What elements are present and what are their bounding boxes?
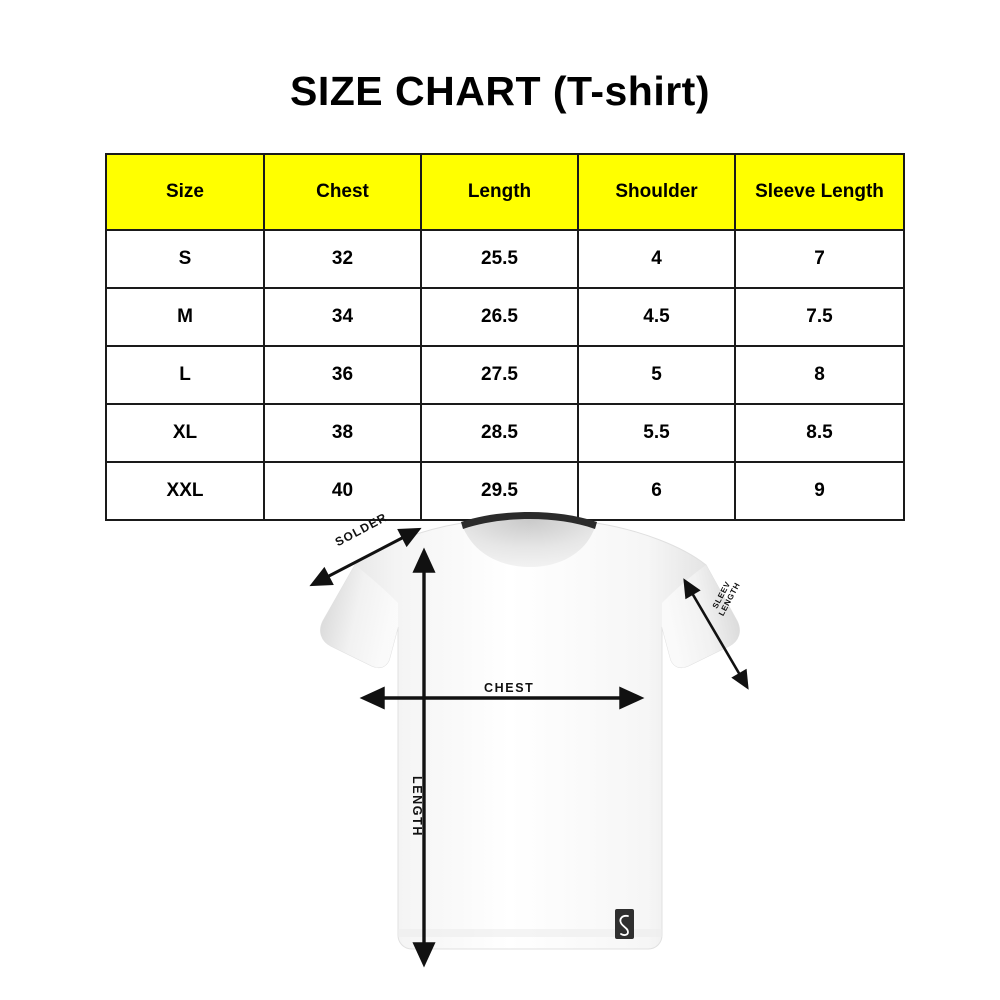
size-chart-table: Size Chest Length Shoulder Sleeve Length… — [105, 153, 905, 521]
cell-sleeve-length: 7.5 — [734, 287, 905, 347]
cell-sleeve-length: 8.5 — [734, 403, 905, 463]
table-row: S 32 25.5 4 7 — [105, 229, 905, 289]
column-header-sleeve: Sleeve Length — [734, 153, 905, 231]
cell-chest: 32 — [263, 229, 422, 289]
column-header-shoulder: Shoulder — [577, 153, 736, 231]
table-row: XXL 40 29.5 6 9 — [105, 461, 905, 521]
cell-shoulder: 5 — [577, 345, 736, 405]
cell-chest: 40 — [263, 461, 422, 521]
column-header-size: Size — [105, 153, 265, 231]
tshirt-shape — [320, 512, 740, 950]
table-header-row: Size Chest Length Shoulder Sleeve Length — [105, 153, 905, 231]
chest-measure-label: CHEST — [484, 681, 535, 695]
cell-size: XL — [105, 403, 265, 463]
cell-shoulder: 5.5 — [577, 403, 736, 463]
table-row: L 36 27.5 5 8 — [105, 345, 905, 405]
cell-sleeve-length: 9 — [734, 461, 905, 521]
cell-shoulder: 6 — [577, 461, 736, 521]
page-title: SIZE CHART (T-shirt) — [290, 68, 710, 114]
cell-length: 28.5 — [420, 403, 579, 463]
column-header-length: Length — [420, 153, 579, 231]
neck-opening — [462, 514, 596, 567]
table-row: XL 38 28.5 5.5 8.5 — [105, 403, 905, 463]
cell-size: XXL — [105, 461, 265, 521]
hem-shading — [398, 929, 662, 937]
length-measure-label: LENGTH — [410, 776, 424, 837]
cell-size: M — [105, 287, 265, 347]
cell-size: L — [105, 345, 265, 405]
cell-chest: 38 — [263, 403, 422, 463]
cell-shoulder: 4.5 — [577, 287, 736, 347]
shirt-body — [320, 522, 740, 950]
cell-length: 27.5 — [420, 345, 579, 405]
cell-shoulder: 4 — [577, 229, 736, 289]
brand-tag-icon — [615, 909, 634, 939]
cell-sleeve-length: 7 — [734, 229, 905, 289]
column-header-chest: Chest — [263, 153, 422, 231]
cell-chest: 36 — [263, 345, 422, 405]
sleeve-length-arrow — [683, 578, 749, 690]
table-row: M 34 26.5 4.5 7.5 — [105, 287, 905, 347]
collar-band — [461, 512, 597, 529]
shoulder-arrow — [309, 527, 422, 587]
cell-length: 25.5 — [420, 229, 579, 289]
cell-chest: 34 — [263, 287, 422, 347]
cell-length: 26.5 — [420, 287, 579, 347]
cell-size: S — [105, 229, 265, 289]
cell-sleeve-length: 8 — [734, 345, 905, 405]
left-sleeve — [320, 565, 398, 668]
tshirt-diagram — [0, 505, 1000, 1000]
tshirt-illustration — [309, 512, 749, 968]
